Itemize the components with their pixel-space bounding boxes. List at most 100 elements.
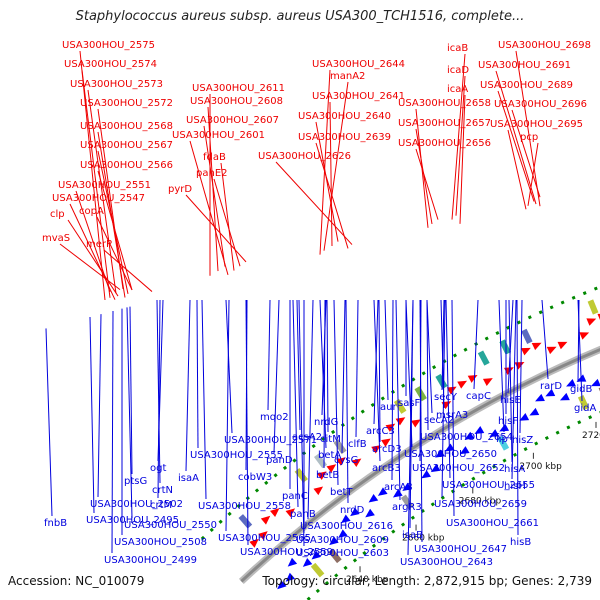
top-leader-line bbox=[185, 194, 247, 263]
top-leader-line bbox=[323, 81, 349, 251]
top-gene-label: merP bbox=[86, 239, 112, 250]
bottom-gene-label: lip bbox=[496, 434, 508, 445]
map-title: Staphylococcus aureus subsp. aureus USA3… bbox=[75, 9, 525, 24]
top-gene-label: USA300HOU_2698 bbox=[498, 40, 591, 51]
tick-label: 2720 kbp bbox=[582, 431, 600, 441]
bottom-leader-line bbox=[426, 299, 429, 431]
bottom-gene-label: panD bbox=[266, 455, 293, 466]
bottom-leader-line bbox=[45, 328, 53, 517]
reverse-gene-arrow bbox=[277, 580, 287, 590]
top-gene-label: USA300HOU_2611 bbox=[192, 83, 285, 94]
bottom-gene-label: USA300HOU_2508 bbox=[114, 537, 207, 548]
top-leader-line bbox=[315, 121, 339, 242]
reverse-feature-block bbox=[497, 435, 510, 451]
bottom-leader-line bbox=[516, 299, 519, 536]
bottom-leader-line bbox=[426, 299, 433, 414]
reverse-gene-arrow bbox=[459, 446, 470, 455]
forward-gene-arrow bbox=[546, 346, 557, 355]
top-gene-label: pcp bbox=[520, 132, 538, 143]
bottom-gene-label: betT bbox=[330, 487, 353, 498]
bottom-leader-line bbox=[267, 299, 271, 411]
forward-gene-arrow bbox=[467, 374, 478, 383]
forward-feature-block bbox=[521, 328, 533, 345]
forward-gene-arrow bbox=[371, 445, 381, 454]
accession-text: Accession: NC_010079 bbox=[8, 574, 145, 588]
forward-gene-arrow bbox=[351, 458, 362, 467]
bottom-gene-label: mqo2 bbox=[260, 412, 289, 423]
bottom-gene-label: sasF bbox=[398, 398, 421, 409]
bottom-gene-label: arcA3 bbox=[384, 482, 413, 493]
reverse-gene-arrow bbox=[590, 378, 600, 387]
top-gene-label: mvaS bbox=[42, 233, 70, 244]
forward-gene-arrow bbox=[385, 423, 396, 432]
bottom-leader-line bbox=[97, 314, 102, 498]
bottom-leader-line bbox=[384, 299, 389, 401]
bottom-gene-label: panC bbox=[282, 491, 308, 502]
bottom-gene-label: betB bbox=[316, 470, 339, 481]
top-gene-label: USA300HOU_2607 bbox=[186, 115, 279, 126]
bottom-leader-line bbox=[89, 316, 95, 514]
top-gene-label: USA300HOU_2656 bbox=[398, 138, 491, 149]
top-gene-label: USA300HOU_2691 bbox=[478, 60, 571, 71]
top-leader-line bbox=[59, 243, 121, 290]
top-gene-label: icaB bbox=[447, 43, 468, 54]
forward-gene-arrow bbox=[313, 486, 324, 496]
reverse-gene-arrow bbox=[566, 379, 576, 387]
bottom-gene-label: USA300HOU_2650 bbox=[404, 449, 497, 460]
bottom-leader-line bbox=[341, 299, 346, 454]
bottom-leader-line bbox=[326, 299, 329, 433]
bottom-gene-label: hisE bbox=[500, 395, 521, 406]
bottom-gene-label: aur bbox=[380, 402, 397, 413]
bottom-gene-label: USA300HOU_2661 bbox=[446, 518, 539, 529]
reverse-gene-arrow bbox=[430, 463, 441, 473]
bottom-gene-label: capC bbox=[466, 391, 491, 402]
forward-gene-arrow bbox=[457, 380, 468, 389]
top-leader-line bbox=[415, 148, 439, 220]
topology-text: Topology: circular; Length: 2,872,915 bp… bbox=[262, 574, 592, 588]
bottom-leader-line bbox=[407, 299, 414, 556]
forward-gene-arrow bbox=[336, 457, 346, 466]
top-leader-line bbox=[315, 142, 349, 249]
bottom-gene-label: hisB bbox=[510, 537, 531, 548]
bottom-leader-line bbox=[577, 299, 583, 402]
bottom-leader-line bbox=[196, 299, 199, 449]
bottom-leader-line bbox=[225, 299, 233, 434]
top-leader-line bbox=[87, 89, 117, 294]
top-leader-line bbox=[495, 70, 537, 205]
bottom-leader-line bbox=[355, 299, 359, 438]
forward-gene-arrow bbox=[520, 347, 531, 356]
bottom-gene-label: secA2 bbox=[424, 415, 454, 426]
forward-gene-arrow bbox=[531, 342, 542, 351]
reverse-gene-arrow bbox=[464, 431, 475, 440]
top-leader-line bbox=[319, 69, 331, 255]
bottom-leader-line bbox=[441, 299, 446, 498]
bottom-leader-line bbox=[441, 299, 445, 391]
top-gene-label: pyrD bbox=[168, 184, 192, 195]
top-leader-line bbox=[329, 101, 333, 246]
top-leader-line bbox=[97, 170, 133, 291]
top-gene-label: USA300HOU_2640 bbox=[298, 111, 391, 122]
tick-label: 2680 kbp bbox=[459, 496, 502, 506]
top-gene-label: USA300HOU_2658 bbox=[398, 98, 491, 109]
top-leader-line bbox=[203, 125, 226, 267]
bottom-gene-label: USA300HOU_2558 bbox=[198, 501, 291, 512]
bottom-gene-label: USA300HOU_2652 bbox=[412, 463, 505, 474]
bottom-leader-line bbox=[333, 299, 339, 486]
bottom-leader-line bbox=[391, 299, 394, 481]
reverse-gene-arrow bbox=[285, 572, 296, 582]
bottom-leader-line bbox=[405, 299, 413, 448]
bottom-gene-label: hisA bbox=[504, 464, 525, 475]
tick-label: 2700 kbp bbox=[519, 462, 562, 472]
bottom-gene-label: hisF bbox=[498, 416, 518, 427]
top-gene-label: USA300HOU_2575 bbox=[62, 40, 155, 51]
bottom-leader-line bbox=[319, 299, 327, 449]
bottom-leader-line bbox=[292, 299, 299, 508]
bottom-leader-line bbox=[498, 299, 505, 433]
bottom-gene-label: USA300HOU_2655 bbox=[442, 480, 535, 491]
top-gene-label: panE2 bbox=[196, 168, 228, 179]
forward-feature-block bbox=[587, 299, 599, 315]
bottom-leader-line bbox=[445, 299, 451, 479]
bottom-gene-label: secY bbox=[434, 392, 458, 403]
top-gene-label: USA300HOU_2566 bbox=[80, 160, 173, 171]
bottom-gene-label: USA300HOU_2659 bbox=[434, 499, 527, 510]
